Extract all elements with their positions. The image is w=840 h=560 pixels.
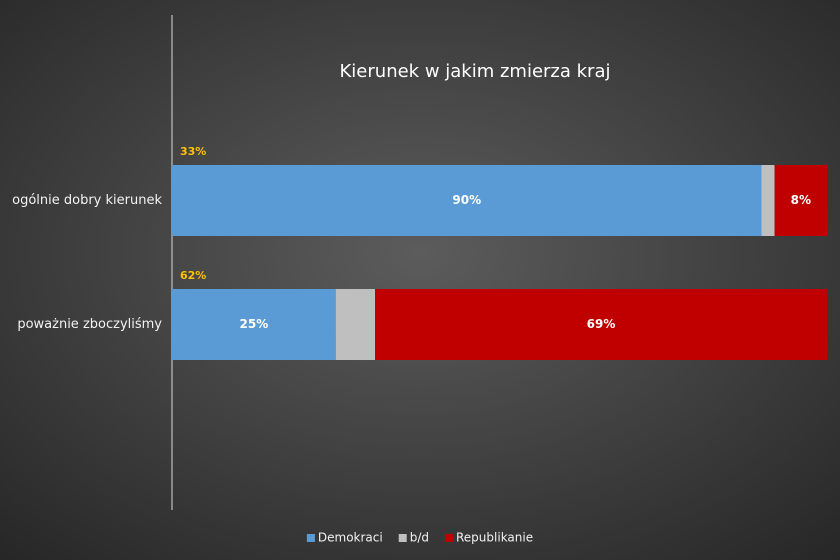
value-label: 25% xyxy=(240,317,269,331)
legend-label: b/d xyxy=(410,531,429,545)
chart-title: Kierunek w jakim zmierza kraj xyxy=(340,61,611,82)
bar-segment xyxy=(172,165,762,236)
legend-swatch xyxy=(445,534,453,542)
annotation: 33% xyxy=(180,145,206,158)
bar-segment xyxy=(774,165,827,236)
legend-swatch xyxy=(398,534,407,542)
value-label: 8% xyxy=(791,193,811,207)
bar-segment xyxy=(335,289,376,360)
category-label: ogólnie dobry kierunek xyxy=(12,193,162,208)
legend-label: Republikanie xyxy=(456,531,533,545)
value-label: 90% xyxy=(452,193,481,207)
category-label: poważnie zboczyliśmy xyxy=(17,317,162,332)
bar-segment xyxy=(172,289,336,360)
annotation: 62% xyxy=(180,269,206,282)
legend-swatch xyxy=(306,534,315,542)
value-label: 69% xyxy=(587,317,616,331)
legend-label: Demokraci xyxy=(318,531,383,545)
bar-segment xyxy=(375,289,827,360)
bar-segment xyxy=(761,165,775,236)
